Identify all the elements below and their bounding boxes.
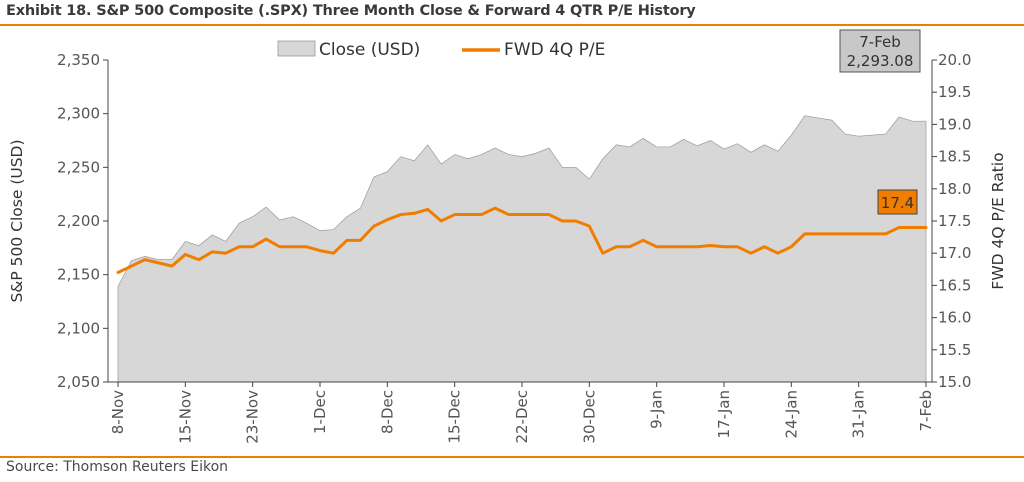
x-tick-label: 31-Jan — [850, 390, 868, 438]
y-tick-label: 2,350 — [57, 51, 100, 69]
x-tick-label: 23-Nov — [244, 390, 262, 444]
y2-tick-label: 15.0 — [938, 373, 971, 391]
y2-tick-label: 17.0 — [938, 244, 971, 262]
x-tick-label: 8-Dec — [378, 390, 396, 434]
y-tick-label: 2,200 — [57, 212, 100, 230]
x-tick-label: 1-Dec — [311, 390, 329, 434]
y2-tick-label: 20.0 — [938, 51, 971, 69]
close-area-layer — [117, 115, 927, 383]
y-tick-label: 2,250 — [57, 158, 100, 176]
pe-callout: 17.4 — [877, 189, 918, 215]
source-rule — [0, 456, 1024, 458]
x-tick-label: 17-Jan — [715, 390, 733, 438]
callouts: 7-Feb 2,293.08 17.4 — [839, 29, 921, 215]
y2-tick-label: 17.5 — [938, 212, 971, 230]
x-tick-label: 9-Jan — [648, 390, 666, 429]
close-callout-value: 2,293.08 — [847, 52, 914, 70]
x-tick-label: 8-Nov — [109, 390, 127, 434]
x-tick-label: 22-Dec — [513, 390, 531, 444]
pe-callout-box — [877, 189, 918, 215]
legend-pe-label: FWD 4Q P/E — [504, 40, 605, 60]
legend: Close (USD) FWD 4Q P/E — [277, 40, 605, 60]
y-tick-label: 2,100 — [57, 319, 100, 337]
legend-close-swatch — [277, 40, 316, 57]
y2-tick-label: 19.0 — [938, 115, 971, 133]
exhibit-title: Exhibit 18. S&P 500 Composite (.SPX) Thr… — [6, 3, 696, 19]
x-tick-label: 15-Nov — [176, 390, 194, 444]
legend-close-label: Close (USD) — [319, 40, 420, 60]
x-tick-label: 15-Dec — [446, 390, 464, 444]
title-rule — [0, 24, 1024, 26]
y2-tick-label: 18.0 — [938, 180, 971, 198]
close-callout: 7-Feb 2,293.08 — [839, 29, 921, 73]
y-tick-label: 2,150 — [57, 266, 100, 284]
y2-tick-label: 16.0 — [938, 309, 971, 327]
y2-tick-label: 16.5 — [938, 276, 971, 294]
x-tick-label: 7-Feb — [917, 390, 935, 432]
y2-axis-title: FWD 4Q P/E Ratio — [989, 152, 1007, 289]
source-note: Source: Thomson Reuters Eikon — [6, 459, 229, 475]
axes: 2,050 2,100 2,150 2,200 2,250 2,300 2,350 15.0 1… — [8, 51, 1007, 444]
x-tick-label: 24-Jan — [782, 390, 800, 438]
close-callout-box — [839, 29, 921, 73]
y-tick-label: 2,300 — [57, 105, 100, 123]
pe-callout-value: 17.4 — [881, 194, 914, 212]
y2-tick-label: 15.5 — [938, 341, 971, 359]
pe-line-layer — [116, 206, 928, 275]
y-axis-title: S&P 500 Close (USD) — [8, 139, 26, 302]
y2-tick-label: 19.5 — [938, 83, 971, 101]
chart: 2,050 2,100 2,150 2,200 2,250 2,300 2,350 15.0 1… — [8, 29, 1007, 444]
y2-tick-label: 18.5 — [938, 148, 971, 166]
close-callout-date: 7-Feb — [859, 33, 901, 51]
y-tick-label: 2,050 — [57, 373, 100, 391]
x-tick-label: 30-Dec — [580, 390, 598, 444]
pe-line — [116, 206, 928, 275]
close-area — [117, 115, 927, 383]
